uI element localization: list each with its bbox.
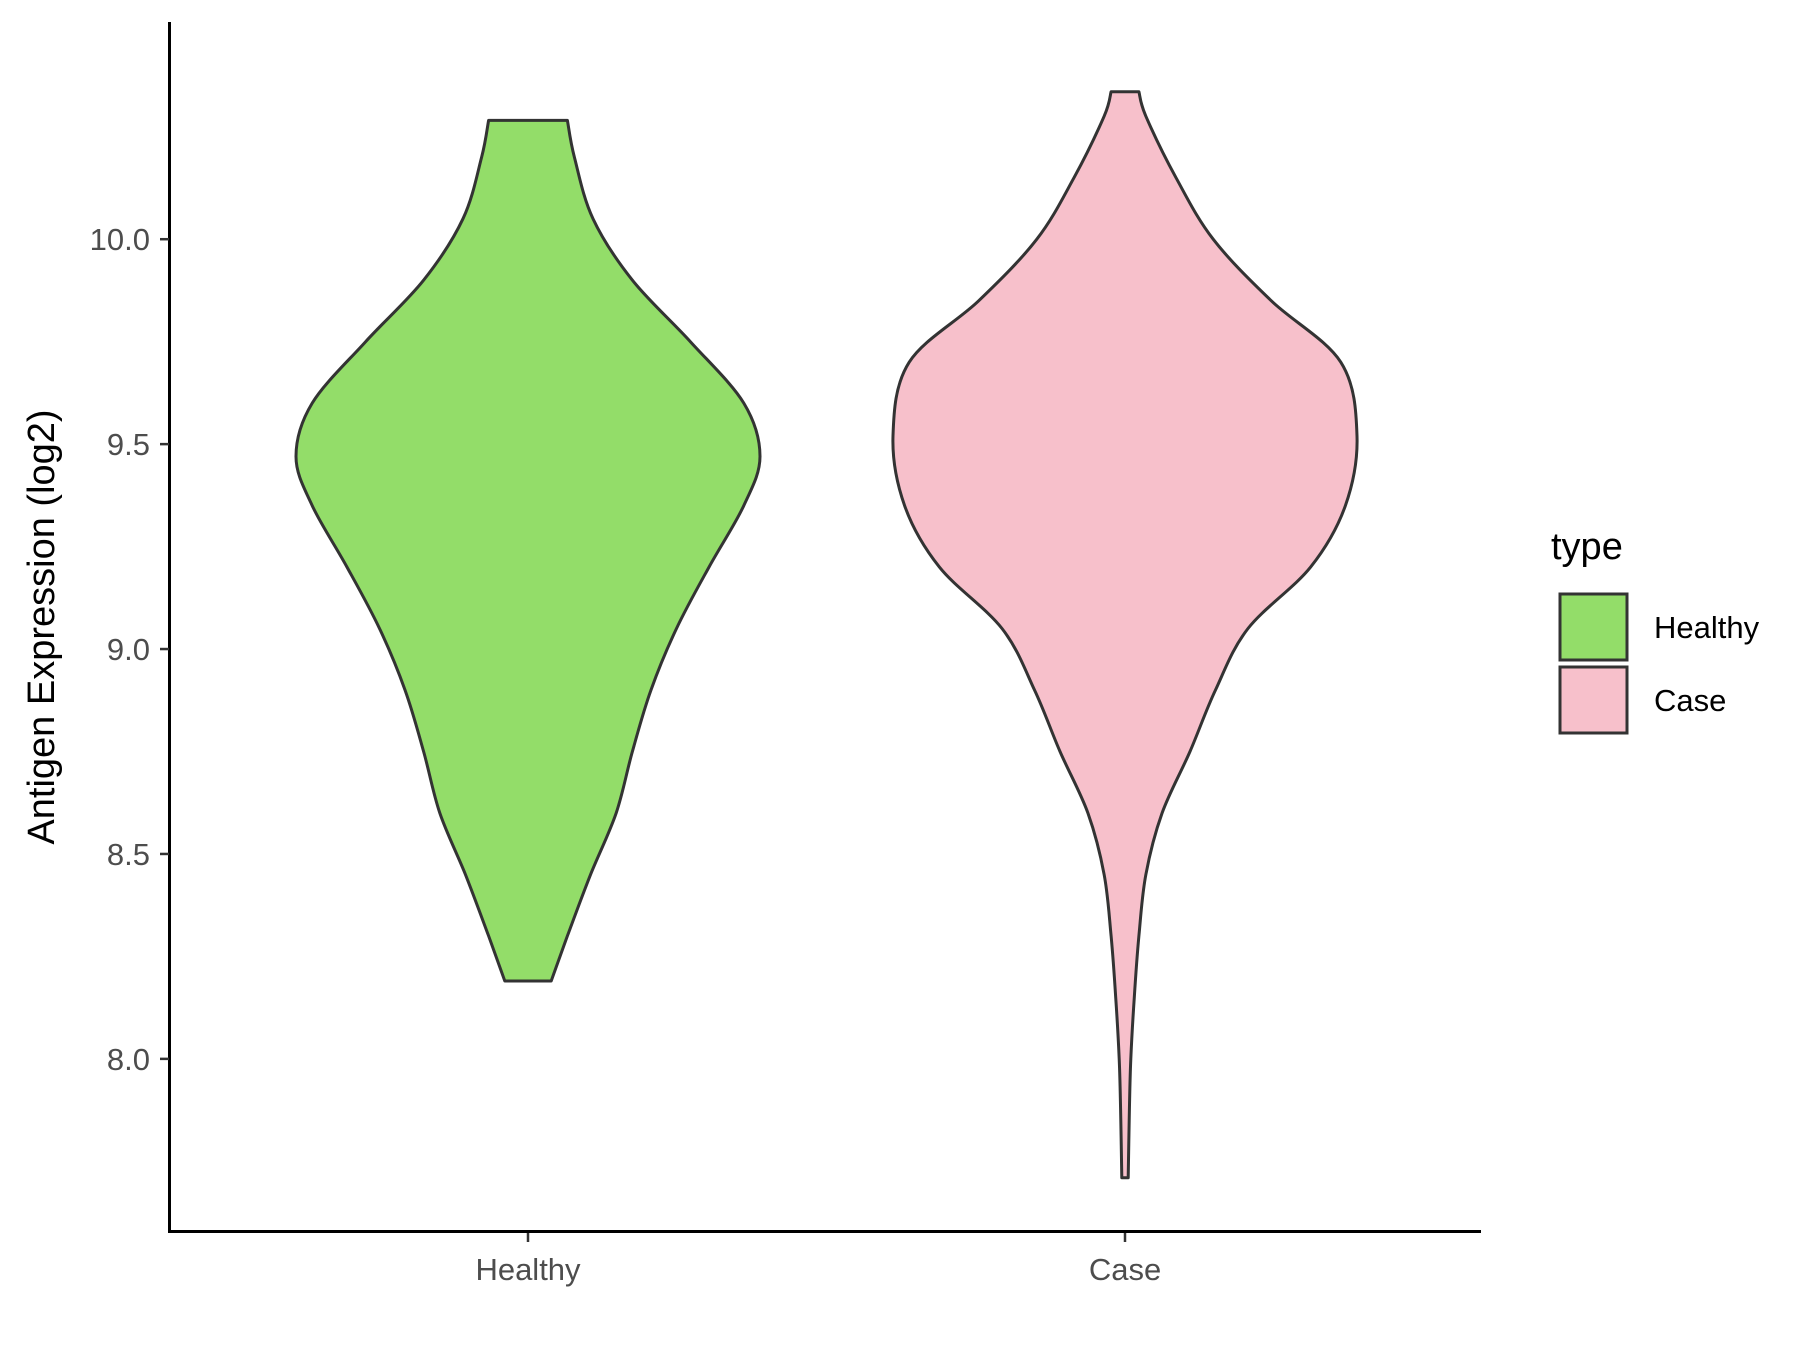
y-tick-label: 8.0 (107, 1042, 150, 1077)
violin-healthy (294, 118, 762, 983)
x-tick-label: Healthy (475, 1252, 581, 1287)
y-tick-label: 9.0 (107, 632, 150, 667)
violin-case (891, 90, 1359, 1180)
y-axis-title: Antigen Expression (log2) (21, 409, 63, 844)
x-axis: Healthy Case (168, 1230, 1481, 1287)
legend-swatch-healthy (1558, 592, 1629, 662)
y-tick-label: 9.5 (107, 427, 150, 462)
y-ticks: 8.0 8.5 9.0 9.5 10.0 (90, 222, 169, 1077)
legend: type Healthy Case (1551, 526, 1760, 735)
x-ticks: Healthy Case (475, 1233, 1161, 1287)
violins-layer (294, 90, 1359, 1180)
y-axis: 8.0 8.5 9.0 9.5 10.0 (90, 22, 171, 1232)
x-tick-label: Case (1089, 1252, 1161, 1287)
y-tick-label: 10.0 (90, 222, 150, 257)
legend-label: Case (1654, 683, 1726, 718)
y-tick-label: 8.5 (107, 837, 150, 872)
legend-title: type (1551, 526, 1623, 568)
legend-entries: Healthy Case (1558, 592, 1760, 735)
legend-label: Healthy (1654, 610, 1760, 645)
legend-swatch-case (1558, 665, 1629, 735)
